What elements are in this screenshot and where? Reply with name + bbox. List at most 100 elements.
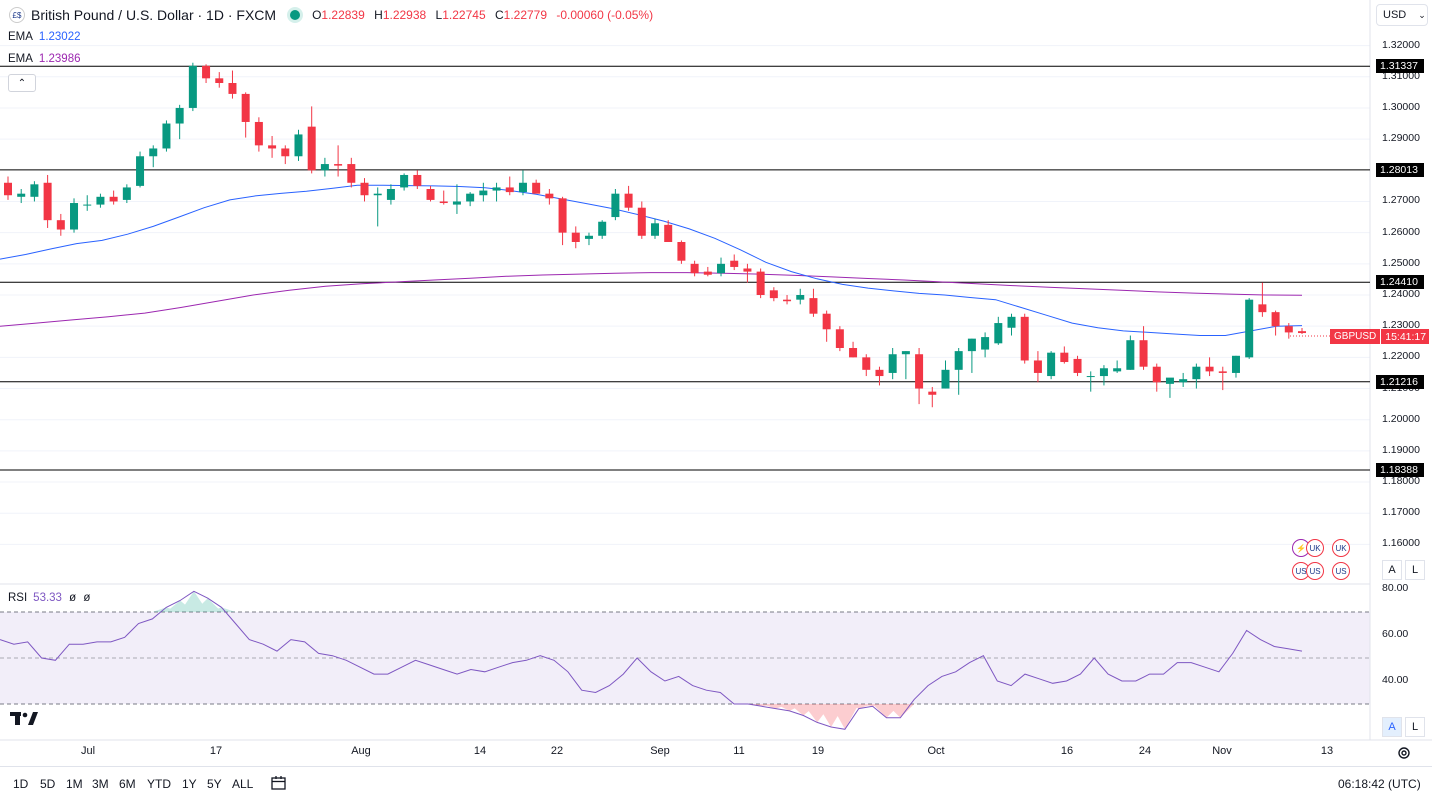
- range-button-1m[interactable]: 1M: [66, 777, 83, 791]
- event-us-flag-icon[interactable]: US: [1306, 562, 1324, 580]
- candle-body: [320, 164, 329, 171]
- candle-body: [492, 187, 501, 191]
- candle-body: [1073, 358, 1082, 373]
- candle-body: [928, 391, 937, 395]
- candle-body: [532, 182, 541, 194]
- candle-body: [637, 207, 646, 236]
- ema-slow-label: EMA: [8, 53, 33, 65]
- time-axis-label: 17: [209, 745, 223, 757]
- range-button-5d[interactable]: 5D: [40, 777, 56, 791]
- rsi-auto-scale-button[interactable]: A: [1382, 717, 1402, 737]
- range-button-5y[interactable]: 5Y: [207, 777, 222, 791]
- candle-body: [809, 298, 818, 314]
- candle-body: [1271, 312, 1280, 327]
- candle-body: [1033, 360, 1042, 373]
- time-axis-label: 11: [733, 745, 745, 757]
- candle-body: [571, 232, 580, 242]
- candle-body: [56, 220, 65, 230]
- time-axis-label: Oct: [927, 745, 945, 757]
- gear-icon[interactable]: [1396, 745, 1412, 761]
- currency-select[interactable]: USD ⌄: [1376, 4, 1428, 26]
- candle-body: [967, 338, 976, 352]
- candle-body: [1060, 352, 1069, 363]
- candle-body: [70, 203, 79, 230]
- candle-body: [17, 193, 26, 197]
- price-axis-label: 1.25000: [1382, 256, 1420, 269]
- range-button-6m[interactable]: 6M: [119, 777, 136, 791]
- candle-body: [598, 221, 607, 236]
- time-axis-label: 14: [473, 745, 487, 757]
- price-axis-label: 1.30000: [1382, 100, 1420, 113]
- ema-slow-legend[interactable]: EMA 1.23986: [8, 53, 81, 65]
- candle-body: [479, 190, 488, 196]
- candle-body: [1205, 366, 1214, 372]
- range-button-1d[interactable]: 1D: [13, 777, 29, 791]
- event-uk-flag-icon[interactable]: UK: [1306, 539, 1324, 557]
- price-axis-label: 1.26000: [1382, 225, 1420, 238]
- candle-body: [915, 354, 924, 389]
- candle-body: [690, 263, 699, 274]
- rsi-line: [0, 590, 1303, 730]
- candle-body: [466, 193, 475, 202]
- candle-body: [862, 357, 871, 370]
- rsi-log-scale-button[interactable]: L: [1405, 717, 1425, 737]
- candle-body: [769, 290, 778, 299]
- candle-body: [83, 204, 92, 206]
- price-axis-label: 1.27000: [1382, 194, 1420, 207]
- price-axis-label: 1.17000: [1382, 506, 1420, 519]
- auto-scale-button[interactable]: A: [1382, 560, 1402, 580]
- candle-body: [545, 193, 554, 199]
- candle-body: [1231, 355, 1240, 373]
- candle-body: [215, 78, 224, 83]
- log-scale-button[interactable]: L: [1405, 560, 1425, 580]
- ema-fast-legend[interactable]: EMA 1.23022: [8, 31, 81, 43]
- candle-body: [901, 351, 910, 355]
- candle-body: [162, 123, 171, 149]
- candlestick-series: [4, 62, 1306, 408]
- rsi-legend[interactable]: RSI 53.33 ø ø: [8, 592, 90, 604]
- market-status-icon[interactable]: [290, 10, 301, 20]
- level-price-tag: 1.18388: [1376, 462, 1424, 477]
- rsi-extra-2: ø: [83, 592, 91, 604]
- candle-body: [294, 134, 303, 157]
- horizontal-levels[interactable]: [0, 65, 1370, 471]
- time-axis-label: Aug: [351, 745, 371, 757]
- candle-body: [888, 354, 897, 373]
- candle-body: [347, 164, 356, 183]
- candle-body: [439, 201, 448, 204]
- candle-body: [651, 223, 659, 236]
- calendar-goto-icon[interactable]: [270, 774, 288, 792]
- candle-body: [1258, 304, 1267, 313]
- candle-body: [386, 189, 395, 200]
- event-us-flag-icon[interactable]: US: [1332, 562, 1350, 580]
- candle-body: [254, 121, 263, 146]
- high-value: 1.22938: [382, 8, 427, 22]
- time-axis-label: 13: [1320, 745, 1334, 757]
- level-price-tag: 1.28013: [1376, 162, 1424, 177]
- candle-body: [175, 107, 184, 124]
- candle-body: [281, 148, 290, 157]
- price-axis-label: 1.24000: [1382, 288, 1420, 300]
- candle-body: [849, 348, 858, 358]
- range-button-3m[interactable]: 3M: [92, 777, 109, 791]
- price-axis-label: 1.18000: [1382, 475, 1420, 488]
- range-button-all[interactable]: ALL: [232, 777, 254, 791]
- ema-fast-label: EMA: [8, 31, 33, 43]
- event-uk-flag-icon[interactable]: UK: [1332, 539, 1350, 557]
- candle-body: [558, 198, 567, 233]
- level-price-tag: 1.24410: [1376, 275, 1424, 290]
- tradingview-logo[interactable]: [10, 710, 40, 731]
- range-button-ytd[interactable]: YTD: [147, 777, 171, 791]
- candle-body: [611, 193, 620, 218]
- utc-clock[interactable]: 06:18:42 (UTC): [1338, 777, 1421, 791]
- range-button-1y[interactable]: 1Y: [182, 777, 197, 791]
- change-value: -0.00060 (-0.05%): [556, 8, 654, 22]
- open-value: 1.22839: [321, 8, 365, 22]
- symbol-title[interactable]: British Pound / U.S. Dollar · 1D · FXCM: [31, 7, 277, 23]
- collapse-legend-button[interactable]: ⌃: [8, 74, 36, 92]
- price-axis-label: 1.22000: [1382, 350, 1420, 363]
- candle-body: [96, 196, 105, 205]
- rsi-axis-label: 60.00: [1382, 628, 1409, 640]
- candle-body: [505, 187, 514, 193]
